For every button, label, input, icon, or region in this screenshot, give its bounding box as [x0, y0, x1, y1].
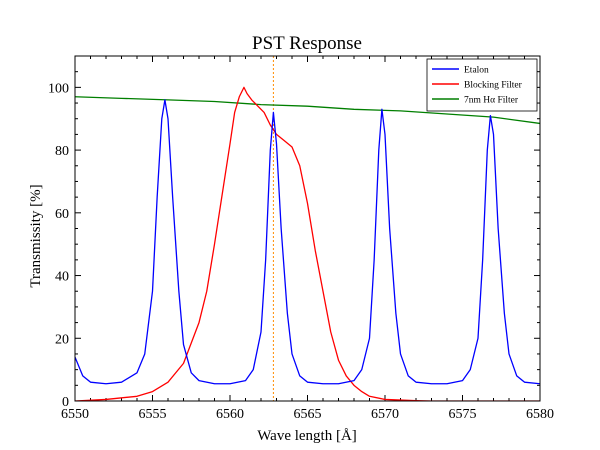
- x-axis-label: Wave length [Å]: [257, 428, 357, 444]
- legend-label-ha-filter: 7nm Hα Filter: [464, 96, 519, 106]
- y-tick-label: 80: [55, 144, 69, 159]
- y-tick-label: 60: [55, 207, 69, 222]
- x-tick-label: 6560: [216, 407, 244, 422]
- y-tick-label: 100: [48, 81, 69, 96]
- y-tick-label: 20: [55, 332, 69, 347]
- chart-title: PST Response: [252, 33, 362, 54]
- y-axis-label: Transmissity [%]: [28, 184, 44, 287]
- x-tick-label: 6570: [371, 407, 399, 422]
- x-tick-label: 6565: [294, 407, 322, 422]
- series-line-etalon: [75, 99, 540, 385]
- series-layer: [75, 86, 540, 401]
- x-tick-label: 6555: [139, 407, 167, 422]
- x-tick-label: 6580: [526, 407, 554, 422]
- y-tick-label: 40: [55, 270, 69, 285]
- legend: Etalon Blocking Filter 7nm Hα Filter: [426, 58, 538, 112]
- x-tick-label: 6575: [449, 407, 477, 422]
- x-tick-label: 6550: [61, 407, 89, 422]
- plot-frame: [74, 55, 541, 402]
- legend-label-blocking-filter: Blocking Filter: [464, 81, 523, 91]
- series-line-7nm-h-filter: [75, 96, 540, 125]
- legend-label-etalon: Etalon: [464, 66, 489, 76]
- legend-box: [426, 58, 538, 112]
- y-tick-label: 0: [62, 395, 69, 410]
